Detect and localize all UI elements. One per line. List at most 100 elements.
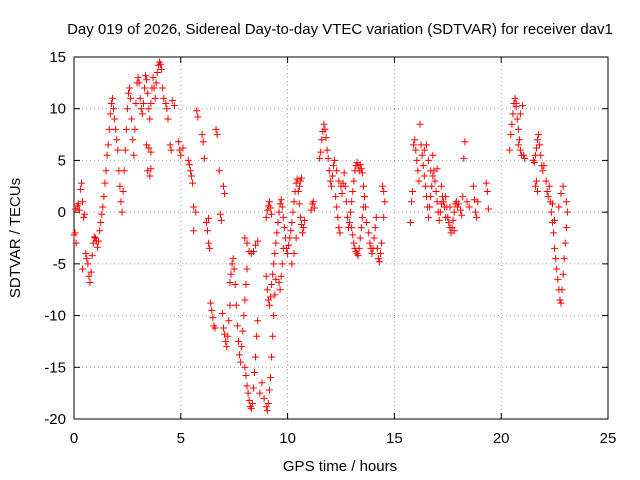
data-point	[422, 141, 430, 149]
data-point	[324, 154, 332, 162]
data-point	[270, 312, 278, 320]
data-point	[270, 260, 278, 268]
data-point	[113, 136, 121, 144]
data-point	[157, 60, 165, 68]
data-point	[519, 102, 527, 110]
data-point	[204, 227, 211, 235]
grid	[74, 57, 608, 419]
plot-frame	[73, 56, 609, 420]
data-point	[142, 72, 150, 80]
data-point	[101, 179, 109, 187]
data-point	[532, 144, 540, 152]
x-tick-label: 10	[279, 430, 296, 447]
data-point	[380, 187, 388, 195]
data-point	[440, 198, 448, 206]
data-point	[425, 213, 433, 221]
data-point	[297, 174, 305, 182]
data-point	[407, 198, 415, 206]
data-point	[225, 317, 233, 325]
data-point	[355, 244, 363, 252]
data-point	[146, 115, 154, 123]
data-point	[218, 310, 226, 318]
data-point	[358, 169, 366, 177]
data-point	[340, 169, 348, 177]
data-point	[117, 198, 125, 206]
data-point	[458, 211, 466, 219]
data-point	[120, 167, 128, 175]
data-point	[96, 227, 104, 235]
data-point	[132, 100, 140, 108]
data-point	[534, 136, 542, 144]
data-point	[429, 172, 437, 180]
data-point	[290, 250, 298, 258]
data-point	[416, 120, 424, 128]
data-point	[85, 272, 93, 280]
data-point	[216, 210, 224, 218]
data-point	[224, 332, 232, 340]
data-point	[442, 213, 450, 221]
data-point	[95, 237, 103, 245]
data-point	[100, 193, 108, 201]
data-point	[543, 187, 551, 195]
data-point	[74, 200, 82, 208]
data-point	[209, 314, 217, 322]
data-point	[537, 151, 545, 159]
data-point	[347, 208, 355, 216]
data-point	[220, 324, 228, 332]
data-point	[472, 208, 480, 216]
data-point	[90, 233, 98, 241]
data-point	[454, 200, 462, 208]
data-point	[544, 193, 552, 201]
data-point	[358, 213, 366, 221]
data-point	[254, 317, 262, 325]
data-point	[105, 125, 113, 133]
data-point	[530, 158, 538, 166]
data-point	[205, 214, 213, 222]
data-point	[349, 231, 357, 239]
data-point	[135, 79, 143, 87]
data-point	[265, 301, 273, 309]
data-point	[356, 234, 364, 242]
data-point	[194, 113, 202, 121]
data-point	[277, 272, 285, 280]
data-point	[509, 110, 517, 118]
data-point	[91, 234, 99, 242]
data-point	[285, 241, 293, 249]
data-point	[406, 218, 414, 226]
data-point	[276, 286, 284, 294]
data-point	[254, 237, 262, 245]
data-point	[419, 162, 427, 170]
data-point	[421, 182, 429, 190]
data-point	[482, 179, 490, 187]
y-tick-label: -15	[44, 359, 66, 376]
data-point	[428, 182, 436, 190]
data-point	[512, 100, 520, 108]
data-point	[139, 100, 147, 108]
data-point	[84, 260, 92, 268]
data-point	[377, 250, 385, 258]
data-point	[239, 327, 247, 335]
data-point	[241, 296, 249, 304]
data-point	[263, 286, 271, 294]
data-point	[325, 167, 333, 175]
data-point	[243, 265, 251, 273]
data-point	[222, 337, 230, 345]
data-point	[286, 234, 294, 242]
data-point	[316, 154, 324, 162]
y-tick-label: 5	[58, 152, 66, 169]
data-point	[450, 227, 458, 235]
data-point	[453, 203, 461, 211]
data-point	[238, 343, 246, 351]
data-point	[328, 172, 336, 180]
x-axis-label: GPS time / hours	[283, 458, 397, 475]
data-point	[267, 204, 275, 212]
data-point	[193, 107, 201, 115]
data-point	[230, 265, 238, 273]
data-point	[163, 105, 171, 113]
data-point	[532, 177, 540, 185]
data-point	[449, 216, 457, 224]
data-point	[310, 204, 318, 212]
data-point	[262, 213, 270, 221]
data-point	[460, 154, 468, 162]
data-point	[536, 141, 544, 149]
